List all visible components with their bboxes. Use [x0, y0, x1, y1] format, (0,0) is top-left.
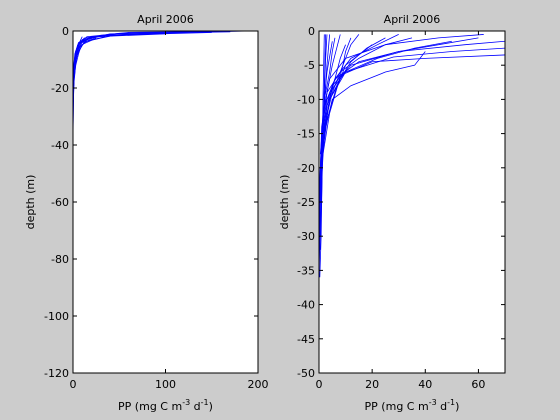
y-tick-label: -20	[51, 82, 69, 95]
plot-area	[319, 31, 505, 373]
y-tick-label: -5	[304, 59, 315, 72]
y-axis-label: depth (m)	[24, 175, 37, 230]
series-line-11	[321, 44, 373, 162]
x-tick-label: 200	[248, 378, 269, 391]
y-tick-label: -10	[297, 93, 315, 106]
y-tick-label: -50	[297, 367, 315, 380]
y-tick-label: -15	[297, 128, 315, 141]
x-axis-label: PP (mg C m-3 d-1)	[365, 398, 460, 413]
series-line-9	[321, 34, 399, 155]
y-tick-label: -25	[297, 196, 315, 209]
x-tick-label: 100	[155, 378, 176, 391]
y-tick-label: -40	[297, 299, 315, 312]
x-axis-label: PP (mg C m-3 d-1)	[118, 398, 213, 413]
x-tick-label: 60	[471, 378, 485, 391]
y-tick-label: -60	[51, 196, 69, 209]
x-tick-label: 40	[418, 378, 432, 391]
y-tick-label: 0	[62, 25, 69, 38]
chart-title: April 2006	[137, 13, 194, 26]
x-tick-label: 0	[70, 378, 77, 391]
y-tick-label: -80	[51, 253, 69, 266]
y-tick-label: -30	[297, 230, 315, 243]
series-group	[318, 34, 506, 285]
chart-left: 0 100 200 0 -20 -40 -60 -80 -100 -120 April 2006 PP…	[24, 13, 269, 413]
y-tick-label: -35	[297, 264, 315, 277]
y-tick-label: -100	[44, 310, 69, 323]
y-tick-label: -120	[44, 367, 69, 380]
chart-title: April 2006	[384, 13, 441, 26]
series-line-13	[322, 37, 352, 155]
y-tick-label: -40	[51, 139, 69, 152]
series-line-14	[319, 44, 346, 203]
y-tick-label: -45	[297, 333, 315, 346]
plot-area	[73, 31, 258, 373]
chart-right: 0 20 40 60 0 -5 -10 -15 -20 -25 -30 -35 -40 -45 -50 Apr…	[278, 13, 506, 413]
series-group	[72, 30, 259, 140]
x-tick-label: 0	[316, 378, 323, 391]
y-tick-label: 0	[308, 25, 315, 38]
y-axis-label: depth (m)	[278, 175, 291, 230]
series-line-12	[319, 34, 360, 182]
y-tick-label: -20	[297, 162, 315, 175]
x-tick-label: 20	[365, 378, 379, 391]
